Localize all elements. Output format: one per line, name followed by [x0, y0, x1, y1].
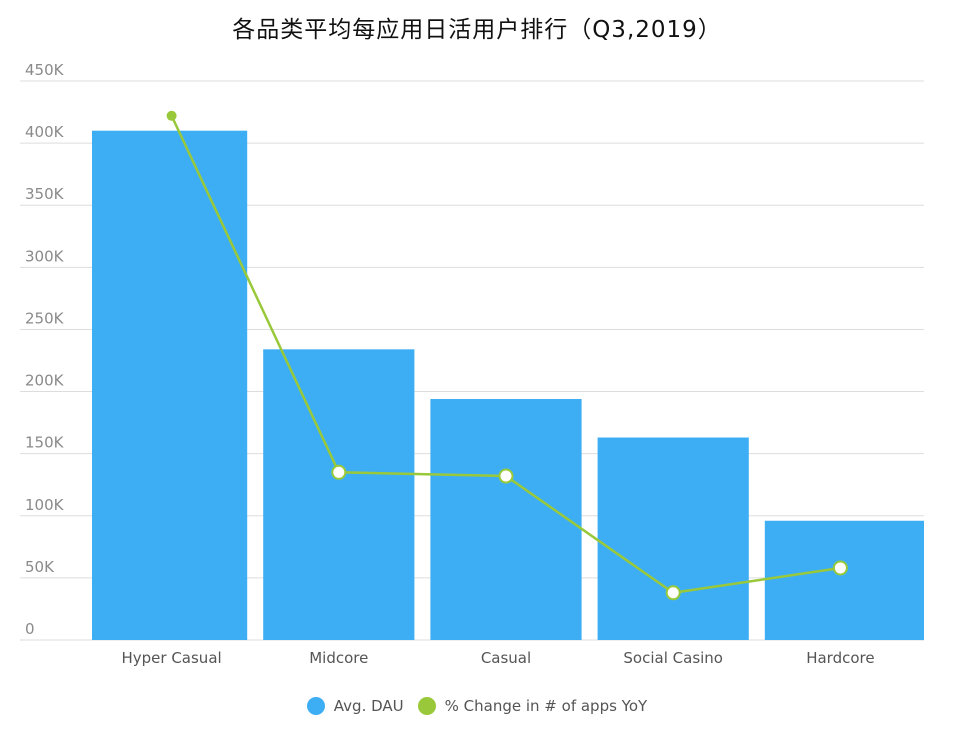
y-tick-label: 350K: [25, 185, 65, 203]
line-point[interactable]: [331, 464, 347, 480]
x-tick-label: Hyper Casual: [121, 649, 221, 667]
bar-hyper-casual[interactable]: [92, 130, 248, 640]
y-tick-label: 300K: [25, 247, 65, 265]
legend-swatch-avg-dau: [306, 697, 325, 715]
y-tick-label: 50K: [25, 558, 55, 576]
legend-item-change-apps[interactable]: % Change in # of apps YoY: [417, 697, 648, 715]
y-tick-label: 250K: [25, 309, 65, 327]
x-tick-label: Midcore: [309, 649, 368, 667]
legend: Avg. DAU % Change in # of apps YoY: [0, 697, 954, 715]
line-point[interactable]: [665, 585, 681, 601]
y-tick-label: 100K: [25, 496, 65, 514]
chart-canvas: 0 50K 100K 150K 200K 250K 300K 350K 400K 450K Hyp…: [20, 61, 924, 667]
bar-midcore[interactable]: [263, 349, 415, 640]
x-tick-label: Social Casino: [623, 649, 723, 667]
legend-label-avg-dau: Avg. DAU: [333, 697, 404, 715]
y-tick-label: 450K: [25, 61, 65, 79]
y-tick-label: 0: [25, 620, 35, 638]
legend-item-avg-dau[interactable]: Avg. DAU: [306, 697, 404, 715]
x-tick-label: Hardcore: [806, 649, 874, 667]
x-axis-labels: Hyper Casual Midcore Casual Social Casino Ha…: [121, 649, 874, 667]
legend-label-change-apps: % Change in # of apps YoY: [444, 697, 648, 715]
y-axis-ticks: 0 50K 100K 150K 200K 250K 300K 350K 400K 450K: [25, 61, 65, 638]
line-point[interactable]: [498, 468, 514, 484]
y-tick-label: 400K: [25, 123, 65, 141]
line-series: [166, 110, 848, 601]
x-tick-label: Casual: [481, 649, 531, 667]
bar-social-casino[interactable]: [597, 437, 749, 640]
chart-title: 各品类平均每应用日活用户排行（Q3,2019）: [232, 17, 722, 43]
bar-casual[interactable]: [430, 399, 582, 640]
y-tick-label: 200K: [25, 372, 65, 390]
line-point[interactable]: [832, 560, 848, 576]
bar-hardcore[interactable]: [764, 520, 924, 640]
y-tick-label: 150K: [25, 434, 65, 452]
bar-series: [92, 130, 924, 640]
legend-swatch-change-apps: [417, 697, 436, 715]
line-point[interactable]: [166, 110, 177, 121]
